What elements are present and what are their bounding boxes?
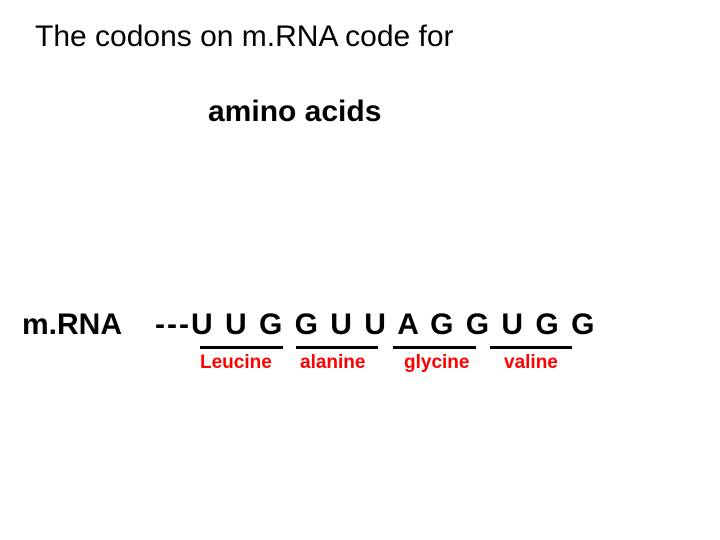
slide: The codons on m.RNA code for amino acids… (0, 0, 720, 540)
amino-acid-3: glycine (404, 352, 469, 374)
title-text: The codons on m.RNA code for (35, 20, 454, 54)
codon-underline-1 (200, 346, 283, 349)
subtitle-text: amino acids (208, 95, 381, 129)
codon-underline-2 (296, 346, 378, 349)
codon-underline-4 (490, 346, 572, 349)
amino-acid-1: Leucine (200, 352, 272, 374)
mrna-sequence: ---U U G G U U A G G U G G (155, 308, 596, 342)
amino-acid-4: valine (504, 352, 558, 374)
mrna-label: m.RNA (22, 308, 122, 342)
codon-underline-3 (393, 346, 476, 349)
amino-acid-2: alanine (300, 352, 365, 374)
